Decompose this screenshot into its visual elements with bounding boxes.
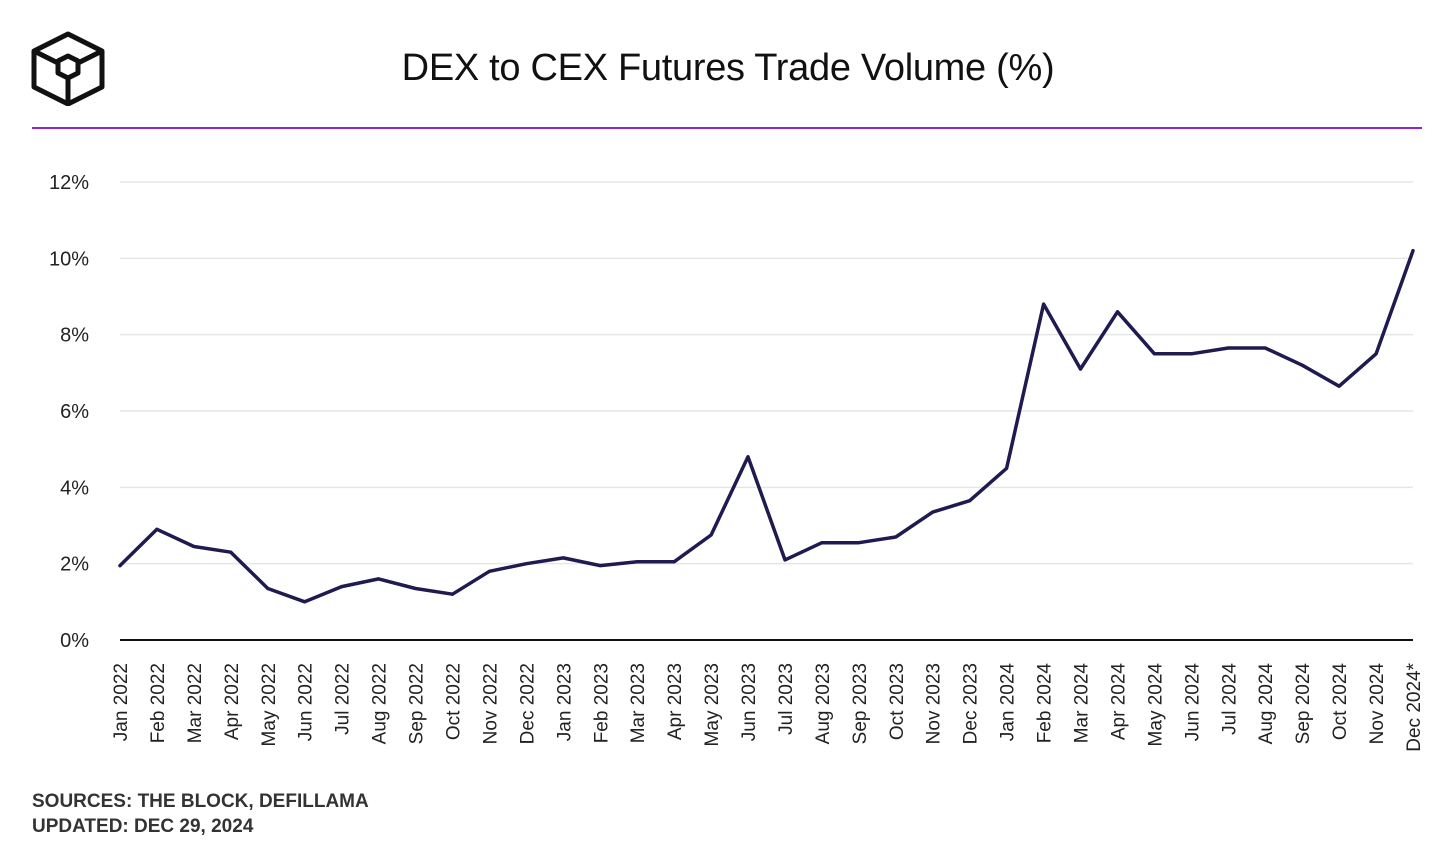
data-point — [1374, 352, 1378, 356]
x-tick-label: Mar 2023 — [628, 663, 649, 743]
data-point — [1079, 367, 1083, 371]
x-tick-label: Aug 2022 — [370, 663, 391, 744]
data-point — [709, 533, 713, 537]
data-point — [968, 499, 972, 503]
y-tick-label: 6% — [60, 401, 89, 423]
data-point — [1300, 363, 1304, 367]
x-tick-label: Sep 2023 — [850, 663, 871, 744]
data-point — [118, 564, 122, 568]
y-tick-label: 0% — [60, 630, 89, 652]
data-point — [561, 556, 565, 560]
x-tick-label: Feb 2024 — [1035, 663, 1056, 744]
data-point — [487, 569, 491, 573]
data-point — [820, 541, 824, 545]
x-tick-label: May 2022 — [259, 663, 280, 746]
x-tick-label: Nov 2023 — [924, 663, 945, 744]
data-point — [1411, 249, 1415, 253]
cube-logo-icon — [31, 31, 105, 106]
data-point — [672, 560, 676, 564]
data-point — [598, 564, 602, 568]
data-point — [783, 558, 787, 562]
data-point — [635, 560, 639, 564]
y-tick-label: 10% — [49, 248, 89, 270]
x-tick-label: Sep 2024 — [1293, 663, 1314, 745]
x-tick-label: Nov 2024 — [1367, 663, 1388, 745]
x-tick-label: Jun 2024 — [1182, 663, 1203, 742]
data-point — [377, 577, 381, 581]
x-tick-label: Feb 2022 — [148, 663, 169, 743]
chart-footer: SOURCES: THE BLOCK, DEFILLAMA UPDATED: D… — [32, 789, 369, 839]
data-point — [155, 527, 159, 531]
x-tick-label: May 2023 — [702, 663, 723, 746]
x-tick-label: Mar 2024 — [1072, 663, 1093, 744]
y-tick-label: 2% — [60, 554, 89, 576]
x-tick-label: Oct 2023 — [887, 663, 908, 740]
data-point — [229, 550, 233, 554]
x-tick-label: Apr 2023 — [665, 663, 686, 740]
data-point — [266, 586, 270, 590]
data-point — [894, 535, 898, 539]
data-point — [450, 592, 454, 596]
x-tick-label: Jan 2024 — [998, 663, 1019, 742]
data-point — [303, 600, 307, 604]
header-divider — [32, 127, 1422, 129]
x-tick-label: Aug 2024 — [1256, 663, 1277, 745]
data-point — [1226, 346, 1230, 350]
x-tick-label: Jun 2023 — [739, 663, 760, 741]
x-tick-label: Nov 2022 — [480, 663, 501, 744]
data-point — [1189, 352, 1193, 356]
sources-text: SOURCES: THE BLOCK, DEFILLAMA — [32, 791, 369, 812]
updated-text: UPDATED: DEC 29, 2024 — [32, 816, 254, 837]
x-tick-label: Jul 2024 — [1219, 663, 1240, 735]
x-tick-label: Jun 2022 — [296, 663, 317, 741]
data-point — [340, 585, 344, 589]
x-tick-label: Dec 2022 — [517, 663, 538, 744]
data-point — [1115, 310, 1119, 314]
x-tick-label: Aug 2023 — [813, 663, 834, 744]
data-point — [414, 586, 418, 590]
x-tick-label: Jan 2022 — [111, 663, 132, 741]
x-tick-label: Apr 2024 — [1108, 663, 1129, 741]
series-line — [118, 248, 1415, 604]
x-tick-label: Jul 2023 — [776, 663, 797, 735]
x-tick-label: Dec 2024* — [1404, 662, 1425, 751]
data-point — [524, 562, 528, 566]
data-point — [857, 541, 861, 545]
x-tick-label: May 2024 — [1145, 663, 1166, 747]
data-point — [1005, 466, 1009, 470]
data-point — [192, 544, 196, 548]
data-point — [1042, 302, 1046, 306]
x-tick-label: Apr 2022 — [222, 663, 243, 740]
x-tick-label: Jul 2022 — [333, 663, 354, 735]
data-point — [1337, 384, 1341, 388]
y-tick-label: 8% — [60, 325, 89, 347]
x-tick-label: Mar 2022 — [185, 663, 206, 743]
y-tick-label: 4% — [60, 477, 89, 499]
data-point — [1263, 346, 1267, 350]
x-tick-label: Sep 2022 — [407, 663, 428, 744]
x-tick-label: Dec 2023 — [961, 663, 982, 744]
chart-title: DEX to CEX Futures Trade Volume (%) — [401, 47, 1055, 89]
y-tick-label: 12% — [49, 172, 89, 194]
x-tick-label: Feb 2023 — [591, 663, 612, 743]
data-point — [746, 455, 750, 459]
x-tick-label: Oct 2024 — [1330, 663, 1351, 741]
x-tick-label: Oct 2022 — [443, 663, 464, 740]
data-point — [931, 510, 935, 514]
x-tick-label: Jan 2023 — [554, 663, 575, 741]
data-point — [1152, 352, 1156, 356]
